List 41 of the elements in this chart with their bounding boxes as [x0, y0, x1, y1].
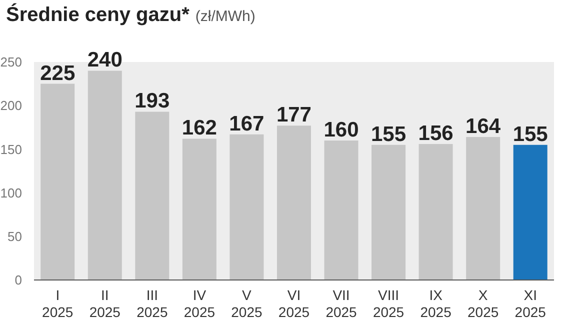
bar	[40, 84, 75, 280]
y-tick-label: 0	[14, 272, 22, 288]
bar	[372, 144, 406, 280]
x-tick-label: I 2025	[42, 287, 74, 320]
data-label: 177	[276, 104, 312, 127]
data-label: 193	[134, 90, 170, 113]
chart-subtitle: (zł/MWh)	[195, 8, 256, 25]
data-label: 155	[371, 122, 406, 146]
x-tick-label: VII 2025	[326, 287, 358, 320]
data-label: 240	[87, 48, 122, 72]
y-tick-label: 250	[0, 54, 22, 70]
x-tick-label: III 2025	[136, 287, 168, 320]
bar	[466, 136, 500, 280]
data-label: 225	[40, 62, 76, 85]
chart-title: Średnie ceny gazu*	[6, 4, 190, 26]
data-label: 155	[512, 122, 548, 146]
data-label: 164	[466, 114, 501, 138]
x-tick-label: V 2025	[231, 287, 263, 320]
x-tick-label: VI 2025	[278, 287, 310, 320]
bar	[182, 138, 216, 280]
data-label: 167	[229, 112, 264, 136]
x-tick-label: II 2025	[89, 287, 121, 320]
bar	[513, 144, 548, 280]
x-tick-label: XI 2025	[514, 287, 546, 320]
bar	[230, 134, 264, 280]
data-label: 162	[182, 116, 217, 140]
bar	[276, 126, 311, 280]
x-tick-label: VIII 2025	[372, 287, 404, 320]
y-tick-label: 150	[0, 142, 22, 157]
bar	[324, 140, 358, 280]
bar	[135, 112, 170, 280]
bar	[88, 70, 122, 280]
y-tick-label: 200	[0, 98, 22, 114]
data-label: 156	[418, 122, 454, 145]
x-tick-label: IV 2025	[184, 287, 216, 320]
x-tick-label: X 2025	[468, 287, 499, 320]
y-tick-label: 100	[0, 185, 22, 200]
y-tick-label: 50	[8, 229, 22, 244]
bar	[418, 144, 453, 280]
x-tick-label: IX 2025	[420, 287, 452, 320]
data-label: 160	[324, 118, 359, 142]
